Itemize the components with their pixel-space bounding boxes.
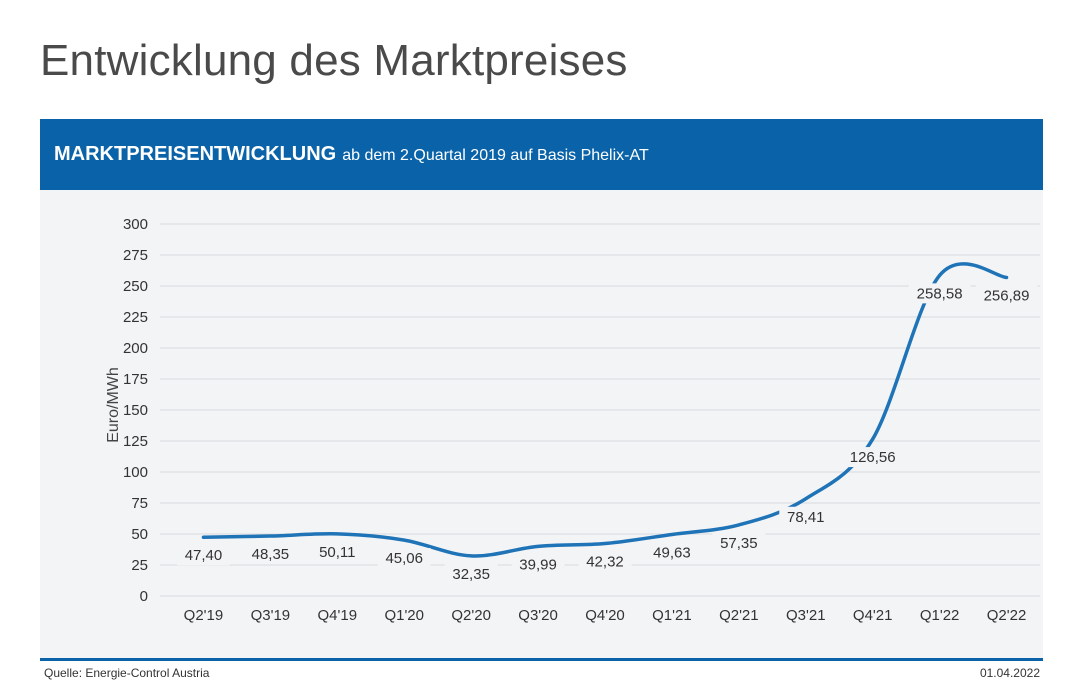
x-tick-label: Q4'19 (318, 607, 358, 624)
line-chart: 0 25 50 75 100 125 150 175 200 225 250 275 300 Q2'19… (105, 216, 1040, 624)
data-label-text: 256,89 (984, 287, 1030, 304)
y-tick-label: 125 (123, 433, 148, 450)
x-tick-label: Q1'22 (920, 607, 960, 624)
chart-header-subtitle: ab dem 2.Quartal 2019 auf Basis Phelix-A… (342, 146, 649, 164)
y-tick-label: 300 (123, 216, 148, 233)
y-tick-labels: 0 25 50 75 100 125 150 175 200 225 250 275 300 (123, 216, 148, 605)
data-label-bg (841, 447, 904, 468)
y-tick-label: 175 (123, 371, 148, 388)
data-label-bg (243, 544, 297, 565)
data-label: 258,58 (908, 283, 971, 304)
data-labels: 47,40 48,35 50,11 45,06 32,35 39,99 42,32 49,63… (176, 283, 1038, 584)
bottom-rule (40, 658, 1043, 661)
y-tick-label: 225 (123, 309, 148, 326)
data-label-text: 126,56 (850, 449, 896, 466)
data-label-text: 48,35 (252, 546, 290, 563)
y-tick-label: 25 (131, 557, 148, 574)
data-label-text: 39,99 (519, 556, 557, 573)
data-label-bg (645, 542, 699, 563)
x-tick-label: Q2'20 (451, 607, 491, 624)
y-tick-label: 275 (123, 247, 148, 264)
x-tick-label: Q3'21 (786, 607, 826, 624)
y-axis-title: Euro/MWh (105, 367, 122, 443)
x-tick-label: Q2'22 (987, 607, 1027, 624)
grid-layer (160, 223, 1040, 597)
y-tick-label: 100 (123, 464, 148, 481)
page-title: Entwicklung des Marktpreises (40, 36, 628, 85)
source-note: Quelle: Energie-Control Austria (44, 666, 210, 680)
data-label-bg (310, 541, 364, 562)
data-label-text: 47,40 (185, 547, 223, 564)
data-label-text: 45,06 (385, 550, 423, 567)
y-tick-label: 0 (140, 588, 148, 605)
data-label-bg (176, 545, 230, 566)
x-tick-label: Q1'21 (652, 607, 692, 624)
x-tick-labels: Q2'19 Q3'19 Q4'19 Q1'20 Q2'20 Q3'20 Q4'20 Q1'21… (184, 607, 1027, 624)
x-tick-label: Q4'21 (853, 607, 893, 624)
data-label: 57,35 (712, 532, 766, 553)
chart-header: MARKTPREISENTWICKLUNG ab dem 2.Quartal 2… (40, 119, 1043, 190)
data-label-text: 49,63 (653, 544, 691, 561)
data-label-text: 57,35 (720, 535, 758, 552)
y-tick-label: 50 (131, 526, 148, 543)
data-label-text: 258,58 (917, 285, 963, 302)
data-label: 126,56 (841, 447, 904, 468)
y-tick-label: 75 (131, 495, 148, 512)
data-label-bg (779, 506, 833, 527)
x-tick-label: Q4'20 (585, 607, 625, 624)
data-label-bg (511, 554, 565, 575)
data-label: 78,41 (779, 506, 833, 527)
data-label: 39,99 (511, 554, 565, 575)
data-label-bg (578, 551, 632, 572)
chart-header-title: MARKTPREISENTWICKLUNG (54, 143, 337, 165)
data-label: 47,40 (176, 545, 230, 566)
data-label: 49,63 (645, 542, 699, 563)
x-tick-label: Q3'20 (518, 607, 558, 624)
y-tick-label: 250 (123, 278, 148, 295)
chart-panel: 0 25 50 75 100 125 150 175 200 225 250 275 300 Q2'19… (40, 190, 1043, 658)
data-label-bg (908, 283, 971, 304)
data-label: 256,89 (975, 285, 1038, 306)
data-label-text: 42,32 (586, 554, 624, 571)
series-line-marktpreis (201, 262, 1009, 558)
data-label: 48,35 (243, 544, 297, 565)
x-tick-label: Q2'21 (719, 607, 759, 624)
data-label-bg (377, 548, 431, 569)
y-tick-label: 200 (123, 340, 148, 357)
data-label-text: 50,11 (319, 544, 355, 561)
data-label: 45,06 (377, 548, 431, 569)
data-label: 32,35 (444, 563, 498, 584)
x-tick-label: Q2'19 (184, 607, 224, 624)
data-label-text: 78,41 (787, 509, 825, 526)
date-note: 01.04.2022 (979, 666, 1040, 680)
x-tick-label: Q3'19 (251, 607, 291, 624)
data-label-bg (712, 532, 766, 553)
data-label-bg (444, 563, 498, 584)
data-label: 50,11 (310, 541, 364, 562)
data-label: 42,32 (578, 551, 632, 572)
data-label-text: 32,35 (452, 566, 490, 583)
data-label-bg (975, 285, 1038, 306)
x-tick-label: Q1'20 (384, 607, 424, 624)
y-tick-label: 150 (123, 402, 148, 419)
